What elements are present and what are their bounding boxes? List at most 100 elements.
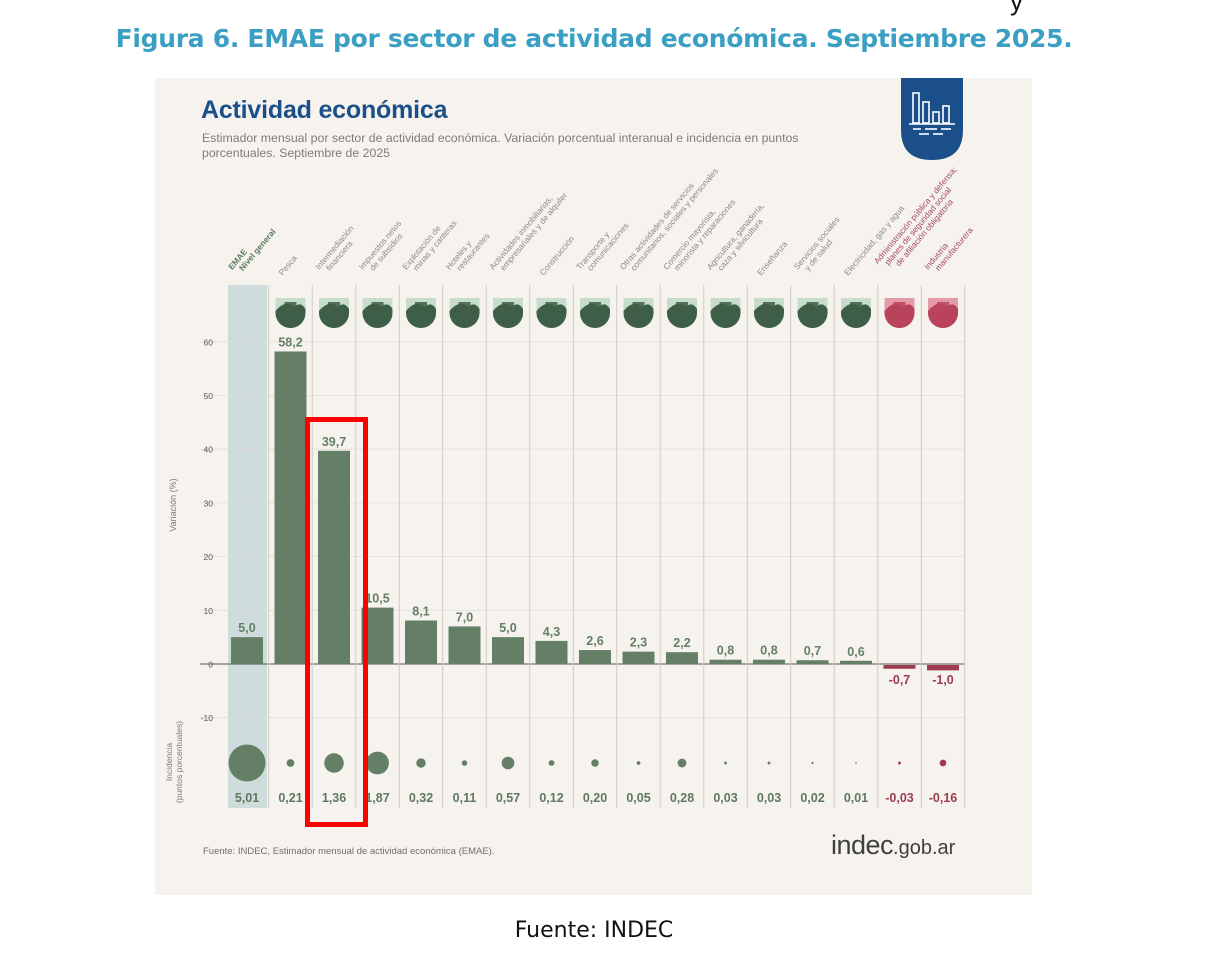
icon-detail bbox=[458, 302, 471, 312]
bar bbox=[666, 652, 698, 664]
bar bbox=[753, 659, 785, 664]
y-tick-label: 0 bbox=[208, 660, 213, 670]
incidence-value-label: -0,16 bbox=[929, 791, 958, 805]
bar-value-label: 4,3 bbox=[543, 625, 560, 639]
incidence-bubble bbox=[767, 761, 771, 765]
incidence-value-label: 0,11 bbox=[453, 791, 477, 805]
figure-title: Figura 6. EMAE por sector de actividad e… bbox=[115, 24, 1073, 53]
icon-detail bbox=[937, 302, 949, 312]
y-tick-label: 20 bbox=[204, 552, 214, 562]
bar bbox=[448, 626, 481, 664]
bar-value-label: 58,2 bbox=[278, 335, 302, 349]
incidence-value-label: 0,57 bbox=[496, 791, 520, 805]
icon-foreground bbox=[841, 303, 871, 328]
icon-detail bbox=[545, 302, 558, 312]
incidence-value-label: 0,03 bbox=[757, 791, 781, 805]
oil-pump-icon bbox=[406, 298, 436, 328]
icon-detail bbox=[893, 302, 906, 312]
icon-detail bbox=[719, 302, 732, 312]
fishing-boat-icon bbox=[275, 298, 306, 328]
icon-detail bbox=[502, 302, 514, 312]
icon-foreground bbox=[493, 303, 523, 328]
icon-detail bbox=[415, 302, 427, 312]
icon-foreground bbox=[754, 303, 784, 328]
icon-foreground bbox=[884, 303, 915, 328]
icon-foreground bbox=[275, 303, 306, 328]
shopping-cart-icon bbox=[667, 298, 697, 328]
incidence-bubble bbox=[591, 759, 599, 767]
incidence-value-label: 1,36 bbox=[322, 791, 346, 805]
incidence-bubble bbox=[228, 744, 266, 782]
tax-documents-icon bbox=[362, 298, 393, 328]
logo-suffix: .gob.ar bbox=[893, 837, 956, 859]
school-icon bbox=[754, 298, 784, 328]
y-axis-label: Variación (%) bbox=[168, 478, 178, 531]
bar bbox=[231, 637, 263, 664]
icon-detail bbox=[328, 302, 340, 312]
bar-value-label: 0,7 bbox=[804, 644, 821, 658]
bar-value-label: 39,7 bbox=[322, 435, 346, 449]
bar bbox=[579, 650, 611, 664]
indec-logo: indec.gob.ar bbox=[831, 830, 955, 861]
bar-value-label: 2,3 bbox=[630, 636, 647, 650]
icon-foreground bbox=[319, 303, 349, 328]
chart-source: Fuente: INDEC, Estimador mensual de acti… bbox=[203, 846, 495, 857]
icon-foreground bbox=[710, 303, 741, 328]
incidence-value-label: 1,87 bbox=[365, 791, 389, 805]
bar bbox=[274, 351, 307, 664]
transport-communications-icon bbox=[580, 298, 610, 328]
icon-detail bbox=[806, 302, 819, 312]
bar-value-label: 0,8 bbox=[717, 644, 734, 658]
incidence-value-label: 5,01 bbox=[235, 791, 259, 805]
hotel-icon bbox=[449, 298, 480, 328]
electricity-tower-icon bbox=[841, 298, 871, 328]
icon-foreground bbox=[536, 303, 567, 328]
real-estate-icon bbox=[493, 298, 523, 328]
bar-value-label: 10,5 bbox=[365, 592, 389, 606]
incidence-value-label: 0,02 bbox=[800, 791, 824, 805]
incidence-bubble bbox=[324, 753, 344, 773]
bar-value-label: 0,8 bbox=[760, 644, 777, 658]
icon-detail bbox=[589, 302, 601, 312]
icon-foreground bbox=[362, 303, 393, 328]
bar bbox=[709, 659, 742, 664]
incidence-bubble bbox=[416, 758, 426, 768]
category-label: Intermediaciónfinanciera bbox=[313, 223, 363, 277]
icon-foreground bbox=[580, 303, 610, 328]
logo-main: indec bbox=[831, 830, 894, 860]
incidence-bubble bbox=[811, 761, 814, 765]
bar bbox=[796, 660, 829, 664]
incidence-value-label: 0,28 bbox=[670, 791, 694, 805]
incidence-bubble bbox=[366, 751, 389, 775]
incidence-bubble bbox=[939, 759, 947, 767]
incidence-value-label: 0,20 bbox=[583, 791, 607, 805]
cow-icon bbox=[710, 298, 741, 328]
y-tick-label: 10 bbox=[204, 606, 214, 616]
health-services-icon bbox=[797, 298, 828, 328]
y-tick-label: 50 bbox=[204, 391, 214, 401]
bar bbox=[492, 637, 524, 664]
icon-detail bbox=[676, 302, 688, 312]
incidence-value-label: 0,32 bbox=[409, 791, 433, 805]
bar bbox=[405, 620, 437, 664]
incidence-bubble bbox=[855, 762, 857, 764]
government-building-icon bbox=[884, 298, 915, 328]
icon-foreground bbox=[667, 303, 697, 328]
bar bbox=[927, 665, 959, 671]
incidence-axis-label: Incidencia(puntos porcentuales) bbox=[164, 721, 184, 803]
incidence-bubble bbox=[286, 759, 295, 767]
bar bbox=[840, 660, 872, 664]
incidence-bubble bbox=[548, 760, 555, 766]
bar-chart-icon bbox=[901, 78, 963, 160]
y-tick-label: 60 bbox=[204, 337, 214, 347]
bar-value-label: 8,1 bbox=[412, 605, 429, 619]
y-tick-label: 40 bbox=[204, 445, 214, 455]
incidence-value-label: 0,03 bbox=[713, 791, 737, 805]
incidence-bubble bbox=[677, 758, 687, 768]
incidence-bubble bbox=[898, 761, 901, 765]
icon-foreground bbox=[406, 303, 436, 328]
y-tick-label: -10 bbox=[201, 713, 214, 723]
y-tick-label: 30 bbox=[204, 498, 214, 508]
category-label: Impuestos netosde subsidios bbox=[356, 218, 410, 277]
bar-value-label: -1,0 bbox=[932, 673, 954, 687]
